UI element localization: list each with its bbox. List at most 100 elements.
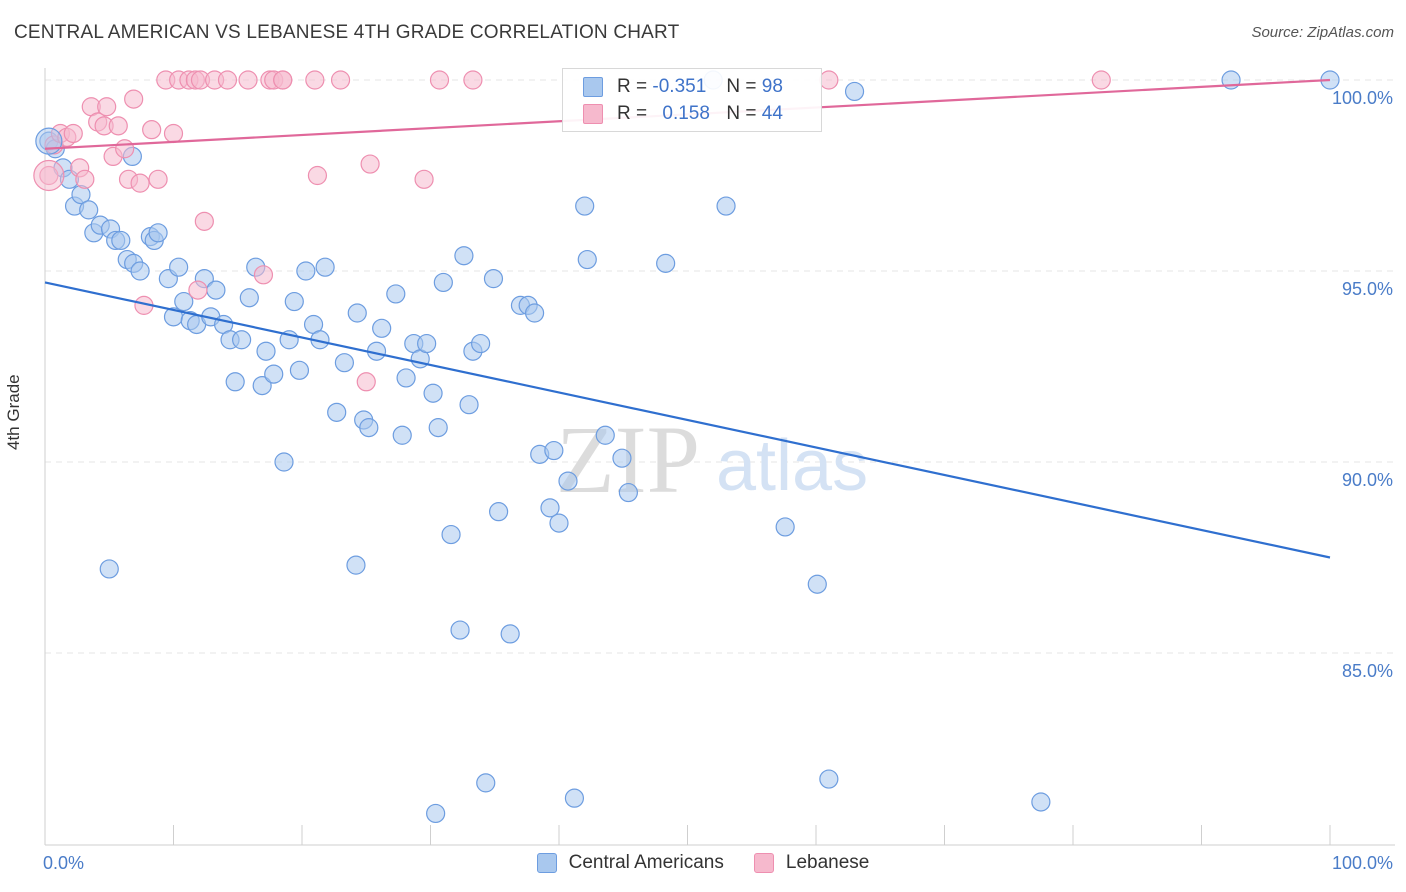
central-american-point [524,303,545,323]
lebanese-point [63,123,83,144]
central-american-point [174,291,194,312]
central-american-point [256,341,276,361]
series-legend-lebanese: Lebanese [753,852,870,874]
lebanese-point [194,211,214,231]
central-american-point [819,769,839,789]
central-american-point [549,513,569,533]
central-american-point [500,624,520,644]
y-tick-label: 85.0% [1342,661,1393,681]
central-american-point [476,773,496,793]
central-american-point [540,498,560,518]
lebanese-point [238,70,258,90]
central-american-point [206,280,226,300]
central-american-point [618,482,638,503]
central-american-point [1031,792,1051,812]
central-american-point [558,471,578,491]
central-american-point [450,620,470,640]
central-american-point [417,333,437,354]
lebanese-point [130,173,150,193]
lebanese-point [273,70,293,90]
lebanese-point [217,70,238,90]
central-american-point [79,200,99,220]
source-label: Source: ZipAtlas.com [1251,24,1394,41]
lebanese-point [360,154,380,174]
y-tick-label: 100.0% [1332,88,1393,108]
lebanese-point [1091,70,1111,90]
central-american-point [239,288,259,308]
grid-layer [45,79,1395,654]
central-american-point [489,502,509,522]
central-american-point [225,372,245,392]
central-american-point [396,368,416,388]
series-swatch-blue [536,853,557,873]
legend-r-value: 0.158 [662,103,710,124]
x-tick-label: 0.0% [43,853,84,873]
series-legend: Central Americans Lebanese [0,852,1406,874]
central-american-point [111,230,131,251]
lebanese-point [819,70,839,90]
lebanese-point [463,70,483,90]
central-american-point [99,559,119,579]
central-american-point [426,803,446,824]
y-tick-label: 95.0% [1342,279,1393,299]
series-name: Lebanese [785,852,870,873]
central-american-point [454,246,474,266]
central-american-point [35,127,63,155]
central-american-point [232,330,252,350]
legend-r-label: R = [617,76,648,97]
label-layer: 85.0% 90.0% 95.0% 100.0% 0.0% 100.0% [43,88,1393,873]
central-american-point [564,788,585,808]
series-swatch-pink [753,853,774,873]
y-axis-label: 4th Grade [4,374,23,450]
lebanese-point [253,265,274,285]
legend-n-value: 98 [761,76,783,97]
legend-swatch-pink [583,104,603,124]
legend-swatch-blue [583,77,603,97]
watermark-atlas: atlas [716,426,868,506]
central-american-point [169,257,189,277]
lebanese-point [414,169,434,189]
central-american-point [386,284,406,304]
lebanese-point [115,139,135,159]
central-american-point [334,353,355,373]
legend-n-label: N = [726,103,757,124]
central-american-point [807,574,827,594]
lebanese-point [108,116,128,136]
central-american-point [483,269,504,289]
central-american-point [544,440,564,461]
central-american-point [459,395,479,415]
lebanese-point [148,169,168,189]
central-american-point [423,383,443,403]
lebanese-point [330,70,351,90]
lebanese-point [429,70,450,90]
central-american-point [315,257,335,277]
central-american-point [372,318,392,338]
legend-row-central-americans: R = -0.351 N = 98 [583,74,783,100]
legend-r-value: -0.351 [652,76,707,97]
central-american-point [612,448,632,468]
lebanese-point [97,97,117,117]
legend-row-lebanese: R = 0.158 N = 44 [583,101,783,127]
points-layer [33,70,1340,824]
series-name: Central Americans [568,852,724,873]
central-american-point [289,360,310,380]
central-american-point [775,517,795,537]
central-american-point [575,196,595,216]
central-american-point [327,402,347,422]
central-american-point [130,261,150,281]
series-legend-central-americans: Central Americans [536,852,724,874]
axis-layer [44,68,1395,846]
legend-r-label: R = [617,103,648,124]
central-american-point [595,425,615,445]
central-american-point [296,261,316,281]
y-tick-label: 90.0% [1342,470,1393,490]
central-american-point [716,196,736,216]
x-tick-label: 100.0% [1332,853,1393,873]
legend-n-label: N = [726,76,757,97]
central-american-point [844,81,865,102]
lebanese-point [356,372,376,392]
stats-legend: R = -0.351 N = 98 R = 0.158 N = 44 [562,68,822,132]
lebanese-point [305,70,325,90]
central-american-point [441,524,461,545]
